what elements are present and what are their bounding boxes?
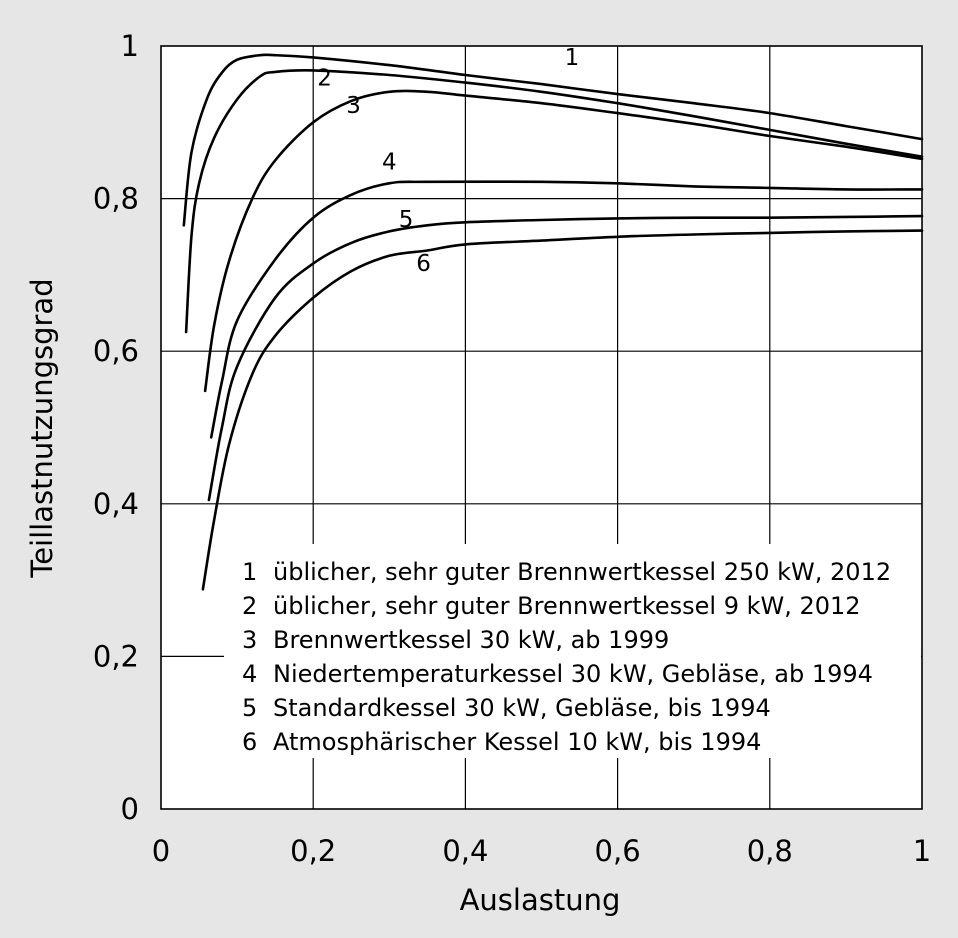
series-4-label: 4 — [382, 150, 397, 176]
series-3-label: 3 — [346, 93, 361, 119]
legend: 1 üblicher, sehr guter Brennwertkessel 25… — [242, 558, 891, 756]
plot-frame — [160, 45, 923, 810]
x-tick-label-4: 0,8 — [747, 834, 793, 868]
series-1-label: 1 — [565, 45, 580, 71]
series-1-line — [182, 53, 924, 227]
series-curves — [182, 53, 924, 591]
y-tick-label-3: 0,6 — [93, 334, 139, 368]
y-tick-label-1: 0,2 — [93, 639, 139, 673]
legend-number-4: 4 — [242, 660, 257, 688]
legend-number-5: 5 — [242, 694, 257, 722]
legend-number-6: 6 — [242, 728, 257, 756]
legend-entry-4: Niedertemperaturkessel 30 kW, Gebläse, a… — [273, 660, 873, 688]
x-tick-label-3: 0,6 — [595, 834, 641, 868]
series-5-line — [207, 214, 924, 502]
series-6-label: 6 — [416, 251, 431, 277]
y-tick-label-5: 1 — [121, 29, 139, 63]
legend-background — [224, 544, 921, 758]
series-2-label: 2 — [317, 66, 332, 92]
x-axis-title: Auslastung — [460, 883, 621, 917]
x-tick-label-2: 0,4 — [442, 834, 488, 868]
legend-number-1: 1 — [242, 558, 257, 586]
legend-entry-6: Atmosphärischer Kessel 10 kW, bis 1994 — [273, 728, 761, 756]
series-labels: 1 23 4 56 — [317, 45, 579, 277]
x-tick-label-0: 0 — [152, 834, 170, 868]
y-tick-label-2: 0,4 — [93, 487, 139, 521]
legend-number-2: 2 — [242, 592, 257, 620]
x-axis-ticks: 0 0,2 0,4 0,6 0,8 1 — [152, 834, 931, 868]
legend-entry-5: Standardkessel 30 kW, Gebläse, bis 1994 — [273, 694, 771, 722]
y-axis-ticks: 0 0,2 0,4 0,6 0,8 1 — [93, 29, 139, 826]
legend-number-3: 3 — [242, 626, 257, 654]
legend-entry-3: Brennwertkessel 30 kW, ab 1999 — [273, 626, 669, 654]
y-tick-label-0: 0 — [121, 792, 139, 826]
y-axis-title: Teillastnutzungsgrad — [25, 278, 59, 578]
legend-entry-2: üblicher, sehr guter Brennwertkessel 9 k… — [273, 592, 861, 620]
y-tick-label-4: 0,8 — [93, 182, 139, 216]
series-6-line — [201, 229, 924, 591]
series-4-line — [209, 180, 924, 439]
x-tick-label-5: 1 — [913, 834, 931, 868]
legend-box — [224, 544, 921, 758]
series-2-line — [184, 68, 924, 334]
series-3-line — [203, 89, 924, 393]
legend-entry-1: üblicher, sehr guter Brennwertkessel 250… — [273, 558, 891, 586]
x-tick-label-1: 0,2 — [290, 834, 336, 868]
series-5-label: 5 — [399, 207, 414, 233]
